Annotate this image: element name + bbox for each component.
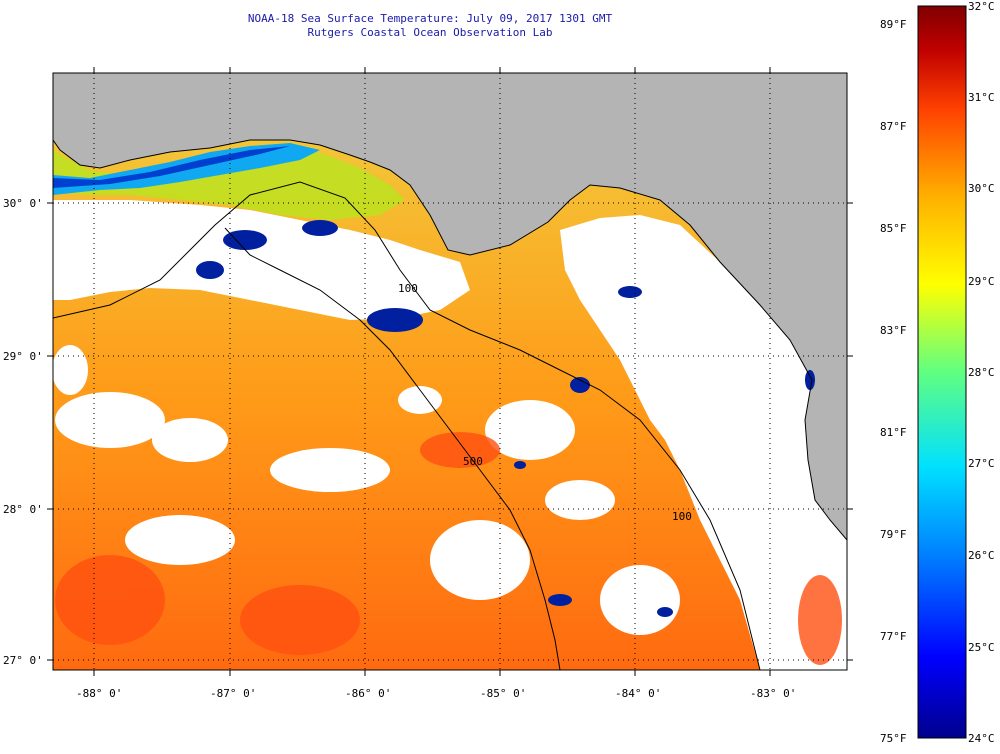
cold-patches — [196, 220, 815, 617]
land-mass — [53, 73, 847, 540]
warm-patches — [55, 432, 842, 665]
colorbar-c-31: 31°C — [968, 91, 995, 104]
colorbar-c-30: 30°C — [968, 182, 995, 195]
lat-label-28: 28° 0' — [3, 503, 43, 516]
lat-label-29: 29° 0' — [3, 350, 43, 363]
colorbar-f-83: 83°F — [880, 324, 907, 337]
colorbar-f-81: 81°F — [880, 426, 907, 439]
colorbar-c-26: 26°C — [968, 549, 995, 562]
map-frame — [52, 72, 848, 671]
colorbar-c-29: 29°C — [968, 275, 995, 288]
lon-label-85: -85° 0' — [480, 687, 526, 700]
lon-label-86: -86° 0' — [345, 687, 391, 700]
coastline — [53, 139, 847, 541]
contour-label-100-b: 100 — [672, 510, 692, 523]
colorbar-c-28: 28°C — [968, 366, 995, 379]
colorbar-f-87: 87°F — [880, 120, 907, 133]
colorbar-c-25: 25°C — [968, 641, 995, 654]
contour-label-500: 500 — [463, 455, 483, 468]
lon-label-88: -88° 0' — [76, 687, 122, 700]
map-subtitle: Rutgers Coastal Ocean Observation Lab — [307, 26, 553, 39]
map-title: NOAA-18 Sea Surface Temperature: July 09… — [247, 12, 613, 25]
lon-label-83: -83° 0' — [750, 687, 796, 700]
colorbar-c-27: 27°C — [968, 457, 995, 470]
colorbar — [917, 5, 967, 739]
depth-contours — [53, 181, 761, 670]
lon-label-87: -87° 0' — [210, 687, 256, 700]
colorbar-f-79: 79°F — [880, 528, 907, 541]
colorbar-c-32: 32°C — [968, 0, 995, 13]
coastal-cold-band — [53, 146, 290, 188]
lon-label-84: -84° 0' — [615, 687, 661, 700]
colorbar-c-24: 24°C — [968, 732, 995, 745]
cloud-cover — [53, 200, 847, 670]
contour-label-100-a: 100 — [398, 282, 418, 295]
map-frame-content — [53, 73, 847, 670]
coastal-warm-band — [53, 148, 405, 220]
lat-label-30: 30° 0' — [3, 197, 43, 210]
lat-label-27: 27° 0' — [3, 654, 43, 667]
colorbar-f-85: 85°F — [880, 222, 907, 235]
colorbar-f-77: 77°F — [880, 630, 907, 643]
frame-ticks — [47, 67, 853, 676]
colorbar-f-89: 89°F — [880, 18, 907, 31]
colorbar-f-75: 75°F — [880, 732, 907, 745]
